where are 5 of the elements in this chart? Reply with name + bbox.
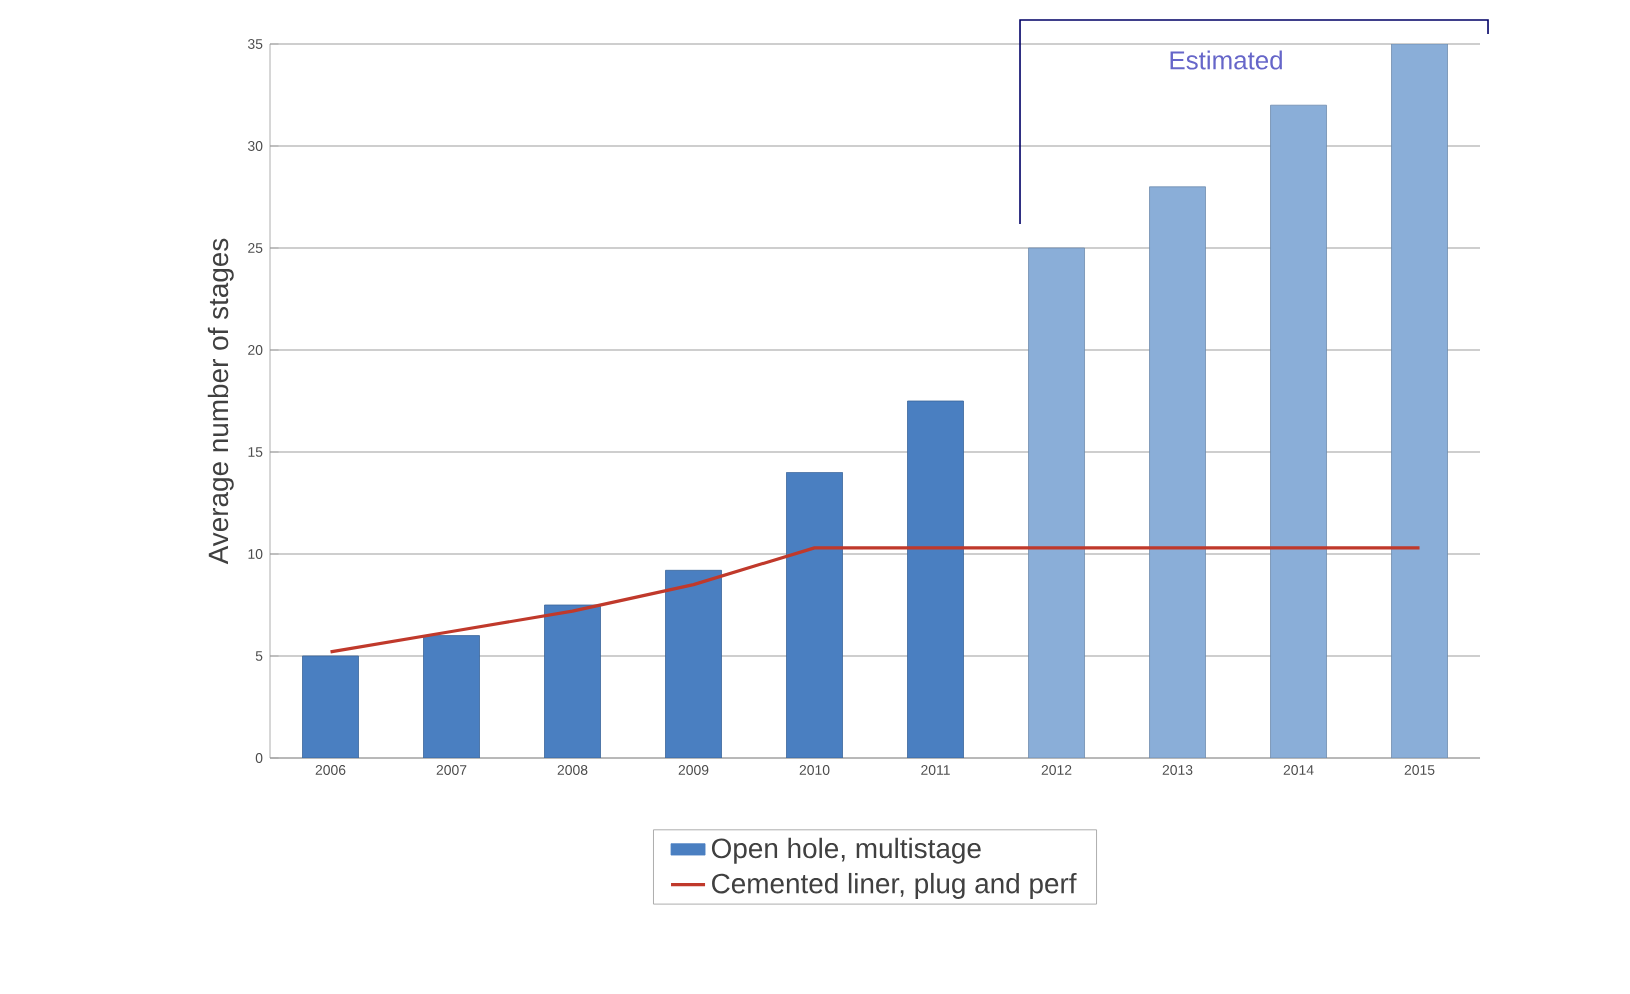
annotation: Estimated <box>1170 50 1282 70</box>
y-axis-title: Average number of stages <box>207 238 234 565</box>
bar <box>1391 43 1448 758</box>
legend-label: Open hole, multistage <box>711 837 981 864</box>
legend-label: Cemented liner, plug and perf <box>712 872 1077 899</box>
